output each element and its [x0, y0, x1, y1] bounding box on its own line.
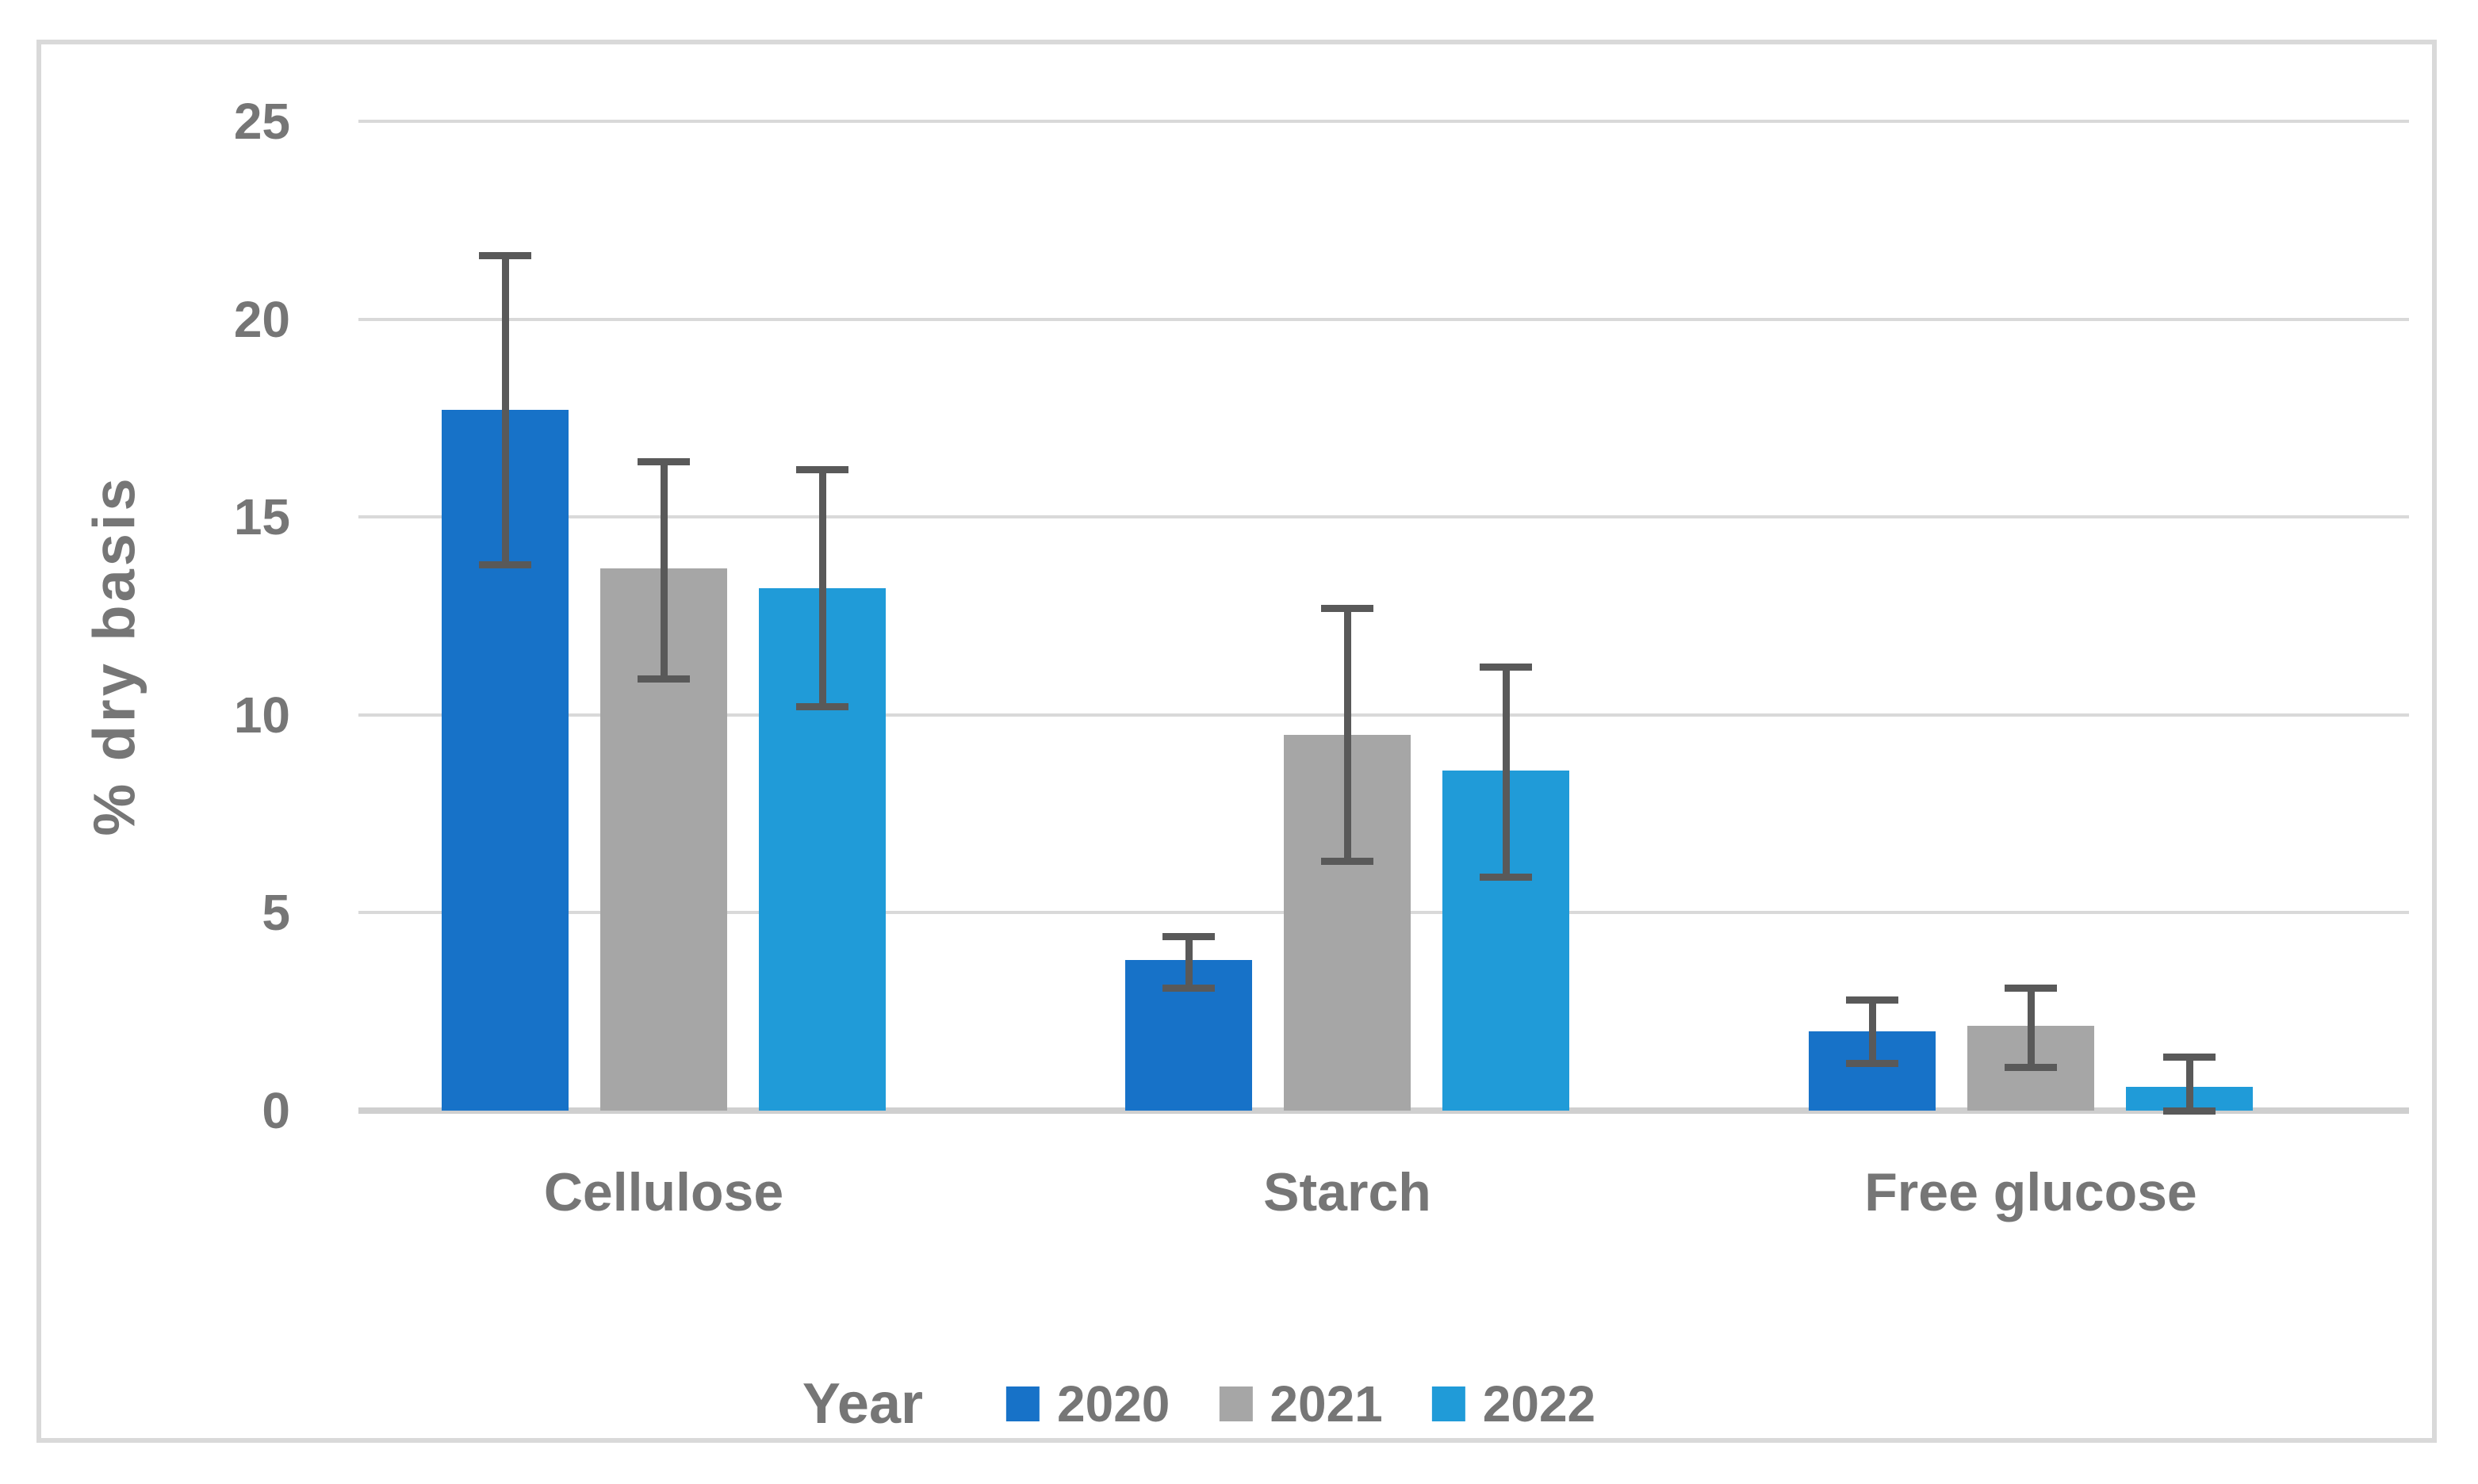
- y-tick-label: 10: [233, 686, 290, 744]
- legend-title: Year: [802, 1372, 924, 1436]
- legend-swatch-2022: [1431, 1386, 1465, 1421]
- error-bar-cap: [479, 252, 531, 260]
- y-tick-label: 5: [262, 884, 290, 942]
- error-bar-cap: [796, 465, 848, 473]
- error-bar-cap: [1846, 1059, 1898, 1067]
- legend-swatch-2020: [1006, 1386, 1040, 1421]
- gridline: [358, 317, 2409, 321]
- error-bar: [501, 255, 509, 565]
- error-bar-cap: [2005, 984, 2057, 992]
- legend-items: 2020 2021 2022: [1006, 1375, 1595, 1433]
- error-bar: [660, 461, 668, 679]
- category-label-starch: Starch: [1263, 1162, 1431, 1222]
- y-tick-label: 20: [233, 290, 290, 348]
- error-bar-cap: [2163, 1107, 2216, 1115]
- error-bar: [818, 469, 826, 707]
- y-tick-label: 15: [233, 488, 290, 546]
- legend: Year 2020 2021 2022: [802, 1371, 1595, 1436]
- error-bar-cap: [1480, 873, 1532, 881]
- error-bar-cap: [2005, 1063, 2057, 1071]
- error-bar-cap: [638, 457, 690, 465]
- error-bar: [1502, 667, 1510, 878]
- error-bar-cap: [1321, 604, 1373, 612]
- legend-item-2022: 2022: [1431, 1375, 1596, 1433]
- y-tick-label: 25: [233, 93, 290, 150]
- error-bar-cap: [1480, 664, 1532, 671]
- error-bar: [2027, 988, 2035, 1068]
- gridline: [358, 120, 2409, 123]
- legend-item-2021: 2021: [1219, 1375, 1383, 1433]
- legend-label-2022: 2022: [1482, 1375, 1596, 1432]
- plot-area: [358, 120, 2409, 1150]
- error-bar-cap: [796, 703, 848, 711]
- error-bar: [1343, 608, 1351, 862]
- legend-label-2021: 2021: [1270, 1375, 1383, 1432]
- error-bar-cap: [1846, 996, 1898, 1004]
- legend-item-2020: 2020: [1006, 1375, 1170, 1433]
- category-label-free-glucose: Free glucose: [1864, 1162, 2197, 1222]
- error-bar-cap: [1162, 932, 1215, 940]
- gridline: [358, 515, 2409, 519]
- legend-label-2020: 2020: [1057, 1375, 1170, 1432]
- error-bar: [2185, 1057, 2193, 1111]
- error-bar-cap: [638, 675, 690, 683]
- gridline: [358, 713, 2409, 717]
- error-bar: [1185, 936, 1193, 989]
- category-label-cellulose: Cellulose: [543, 1162, 784, 1222]
- error-bar-cap: [1162, 984, 1215, 992]
- error-bar: [1868, 1000, 1876, 1064]
- error-bar-cap: [1321, 858, 1373, 865]
- error-bar-cap: [2163, 1054, 2216, 1061]
- legend-swatch-2021: [1219, 1386, 1253, 1421]
- y-tick-label: 0: [262, 1082, 290, 1139]
- x-axis-line: [358, 1107, 2409, 1114]
- chart-frame: % dry basis 25 20 15 10 5 0 Cellulose Starch Fr…: [36, 40, 2437, 1443]
- error-bar-cap: [479, 560, 531, 568]
